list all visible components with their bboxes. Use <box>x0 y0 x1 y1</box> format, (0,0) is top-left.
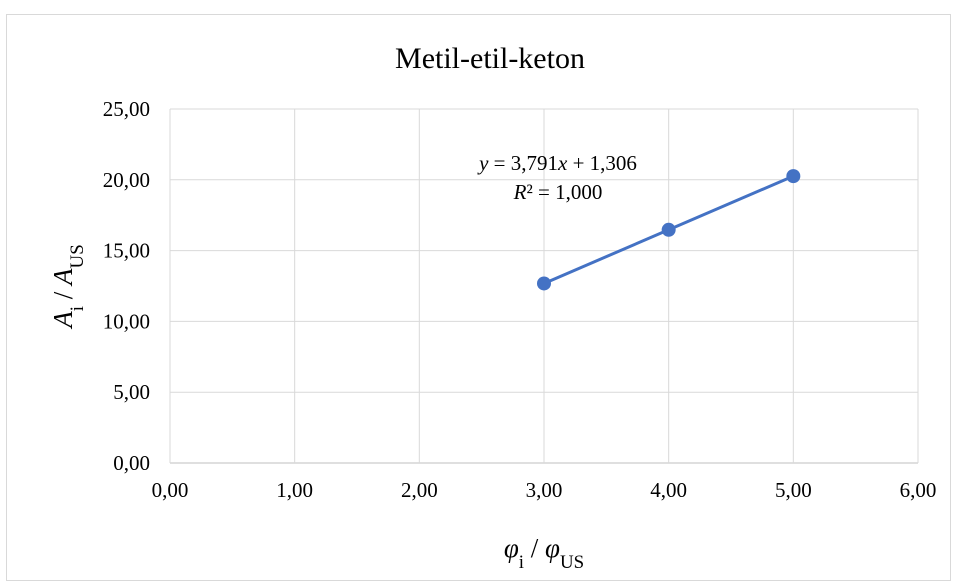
label-part: y <box>477 151 489 175</box>
x-tick-label: 0,00 <box>152 478 189 502</box>
y-tick-label: 25,00 <box>103 97 150 121</box>
trendline-equation: R² = 1,000 <box>513 180 603 204</box>
x-tick-label: 5,00 <box>775 478 812 502</box>
x-tick-label: 2,00 <box>401 478 438 502</box>
x-tick-label: 6,00 <box>900 478 937 502</box>
trendline-equation: y = 3,791x + 1,306 <box>477 151 637 175</box>
label-part: i <box>67 306 88 311</box>
label-part: A <box>48 311 78 330</box>
label-part: R <box>513 180 527 204</box>
label-part: ² = 1,000 <box>526 180 602 204</box>
y-axis-title: Ai / AUS <box>48 244 88 329</box>
label-part: + 1,306 <box>567 151 637 175</box>
x-tick-label: 4,00 <box>650 478 687 502</box>
y-tick-label: 15,00 <box>103 239 150 263</box>
data-point <box>661 222 676 237</box>
y-tick-label: 0,00 <box>113 451 150 475</box>
label-part: US <box>560 552 584 573</box>
x-tick-label: 3,00 <box>526 478 563 502</box>
label-part: = 3,791 <box>488 151 558 175</box>
y-tick-label: 20,00 <box>103 168 150 192</box>
label-part: US <box>67 244 88 268</box>
y-tick-label: 5,00 <box>113 380 150 404</box>
x-axis-title: φi / φUS <box>504 533 584 573</box>
label-part: / <box>524 533 545 563</box>
label-part: φ <box>504 533 519 563</box>
y-tick-label: 10,00 <box>103 309 150 333</box>
data-point <box>537 276 551 291</box>
x-tick-label: 1,00 <box>276 478 313 502</box>
label-part: / <box>48 285 78 306</box>
label-part: x <box>557 151 568 175</box>
label-part: A <box>48 268 78 287</box>
label-part: i <box>519 552 524 573</box>
chart-title: Metil-etil-keton <box>395 42 585 75</box>
data-point <box>786 169 801 184</box>
label-part: φ <box>545 533 560 563</box>
